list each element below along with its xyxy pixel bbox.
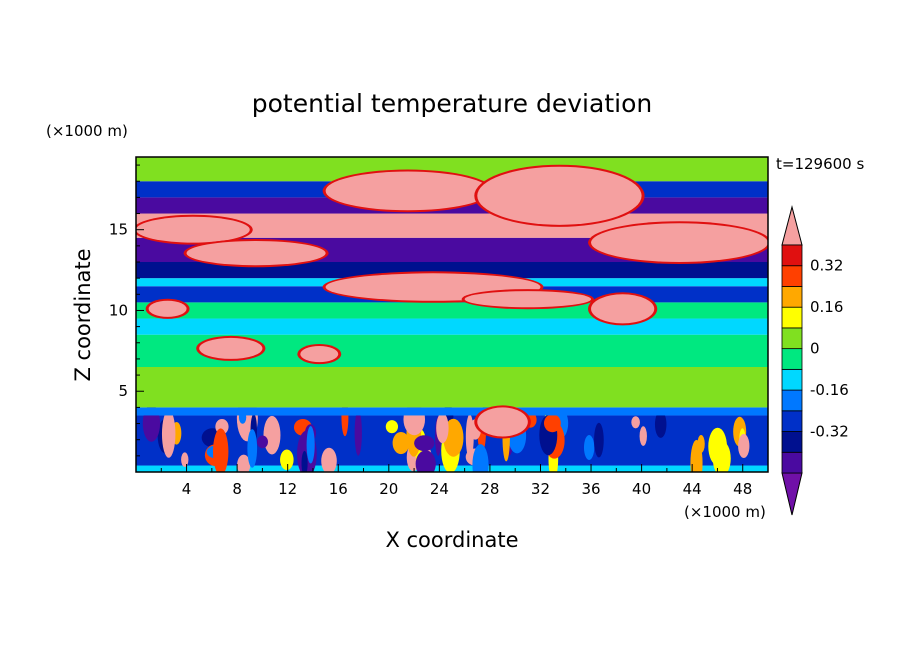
turbulent-cell — [280, 449, 294, 470]
band-5 — [136, 318, 768, 335]
turbulent-cell — [181, 452, 189, 467]
x-tick-label: 16 — [329, 480, 348, 498]
turbulent-cell — [654, 410, 667, 438]
colorbar-segment — [781, 306, 803, 329]
band-2 — [136, 407, 768, 416]
x-tick-label: 36 — [581, 480, 600, 498]
blob-0 — [136, 216, 250, 243]
colorbar: -0.32 -0.16 0 0.16 0.32 — [781, 205, 849, 516]
x-axis: 4 8 12 16 20 24 28 32 36 40 44 48 — [160, 464, 752, 498]
turbulent-cell — [738, 433, 750, 459]
colorbar-label: 0.16 — [810, 298, 843, 316]
turbulent-cell — [543, 414, 561, 433]
heatmap-field — [136, 157, 768, 472]
turbulent-cell — [690, 439, 703, 472]
plot-frame — [135, 156, 769, 473]
turbulent-cell — [237, 454, 251, 472]
colorbar-label: -0.32 — [810, 423, 849, 441]
turbulent-cell — [436, 412, 449, 444]
turbulent-cell — [306, 426, 315, 464]
band-3 — [136, 367, 768, 408]
turbulent-cell — [583, 435, 595, 460]
band-9 — [136, 262, 768, 279]
turbulent-cell — [414, 435, 435, 452]
turbulent-cell — [247, 429, 258, 468]
colorbar-segment — [781, 286, 803, 308]
turbulent-cell — [161, 410, 176, 458]
turbulent-cell — [472, 444, 489, 472]
blob-7 — [591, 294, 655, 324]
y-axis: 5 10 15 — [109, 164, 144, 457]
turbulent-cell — [631, 416, 640, 429]
x-tick-label: 8 — [232, 480, 242, 498]
turbulent-cell — [415, 450, 436, 472]
turbulent-cell — [256, 435, 268, 449]
colorbar-label: -0.16 — [810, 381, 849, 399]
chart-title: potential temperature deviation — [252, 89, 652, 118]
x-axis-label: X coordinate — [385, 528, 518, 552]
x-unit-label: (×1000 m) — [684, 503, 766, 521]
turbulent-cell — [354, 410, 362, 456]
blob-1 — [186, 241, 326, 266]
time-label: t=129600 s — [776, 155, 864, 173]
blob-6 — [591, 223, 768, 262]
band-6 — [136, 302, 768, 319]
y-tick-label: 10 — [109, 301, 128, 319]
x-tick-label: 48 — [733, 480, 752, 498]
colorbar-label: 0 — [810, 340, 820, 358]
colorbar-segment — [781, 368, 803, 391]
x-tick-label: 4 — [182, 480, 192, 498]
turbulent-cell — [212, 428, 229, 472]
x-tick-label: 28 — [480, 480, 499, 498]
y-unit-label: (×1000 m) — [46, 122, 128, 140]
colorbar-segment — [781, 451, 803, 474]
turbulent-cell — [639, 426, 647, 446]
x-tick-label: 40 — [632, 480, 651, 498]
y-tick-label: 5 — [118, 382, 128, 400]
colorbar-segment — [781, 431, 803, 453]
turbulent-cell — [321, 447, 337, 472]
y-axis-label: Z coordinate — [71, 248, 95, 381]
blob-9 — [300, 346, 339, 363]
colorbar-extend-max — [781, 205, 803, 246]
colorbar-segment — [781, 265, 803, 287]
x-tick-label: 24 — [430, 480, 449, 498]
blob-3 — [464, 291, 592, 308]
turbulent-cell — [392, 431, 410, 455]
x-tick-label: 32 — [531, 480, 550, 498]
turbulent-cell — [594, 422, 604, 458]
colorbar-segment — [781, 327, 803, 350]
colorbar-segment — [781, 348, 803, 370]
blob-11 — [148, 300, 187, 317]
x-tick-label: 44 — [683, 480, 702, 498]
x-tick-label: 20 — [379, 480, 398, 498]
blob-5 — [477, 166, 642, 225]
blob-4 — [325, 171, 490, 211]
colorbar-extend-min — [781, 472, 803, 516]
colorbar-segment — [781, 389, 803, 412]
turbulent-cell — [301, 450, 308, 472]
turbulent-cell — [708, 427, 727, 466]
turbulent-cell — [385, 420, 399, 434]
colorbar-segment — [781, 244, 803, 267]
colorbar-segment — [781, 410, 803, 432]
y-tick-label: 15 — [109, 221, 128, 239]
blob-8 — [199, 337, 263, 359]
x-tick-label: 12 — [278, 480, 297, 498]
turbulent-cell — [263, 415, 281, 455]
blob-10 — [477, 407, 528, 437]
colorbar-label: 0.32 — [810, 257, 843, 275]
